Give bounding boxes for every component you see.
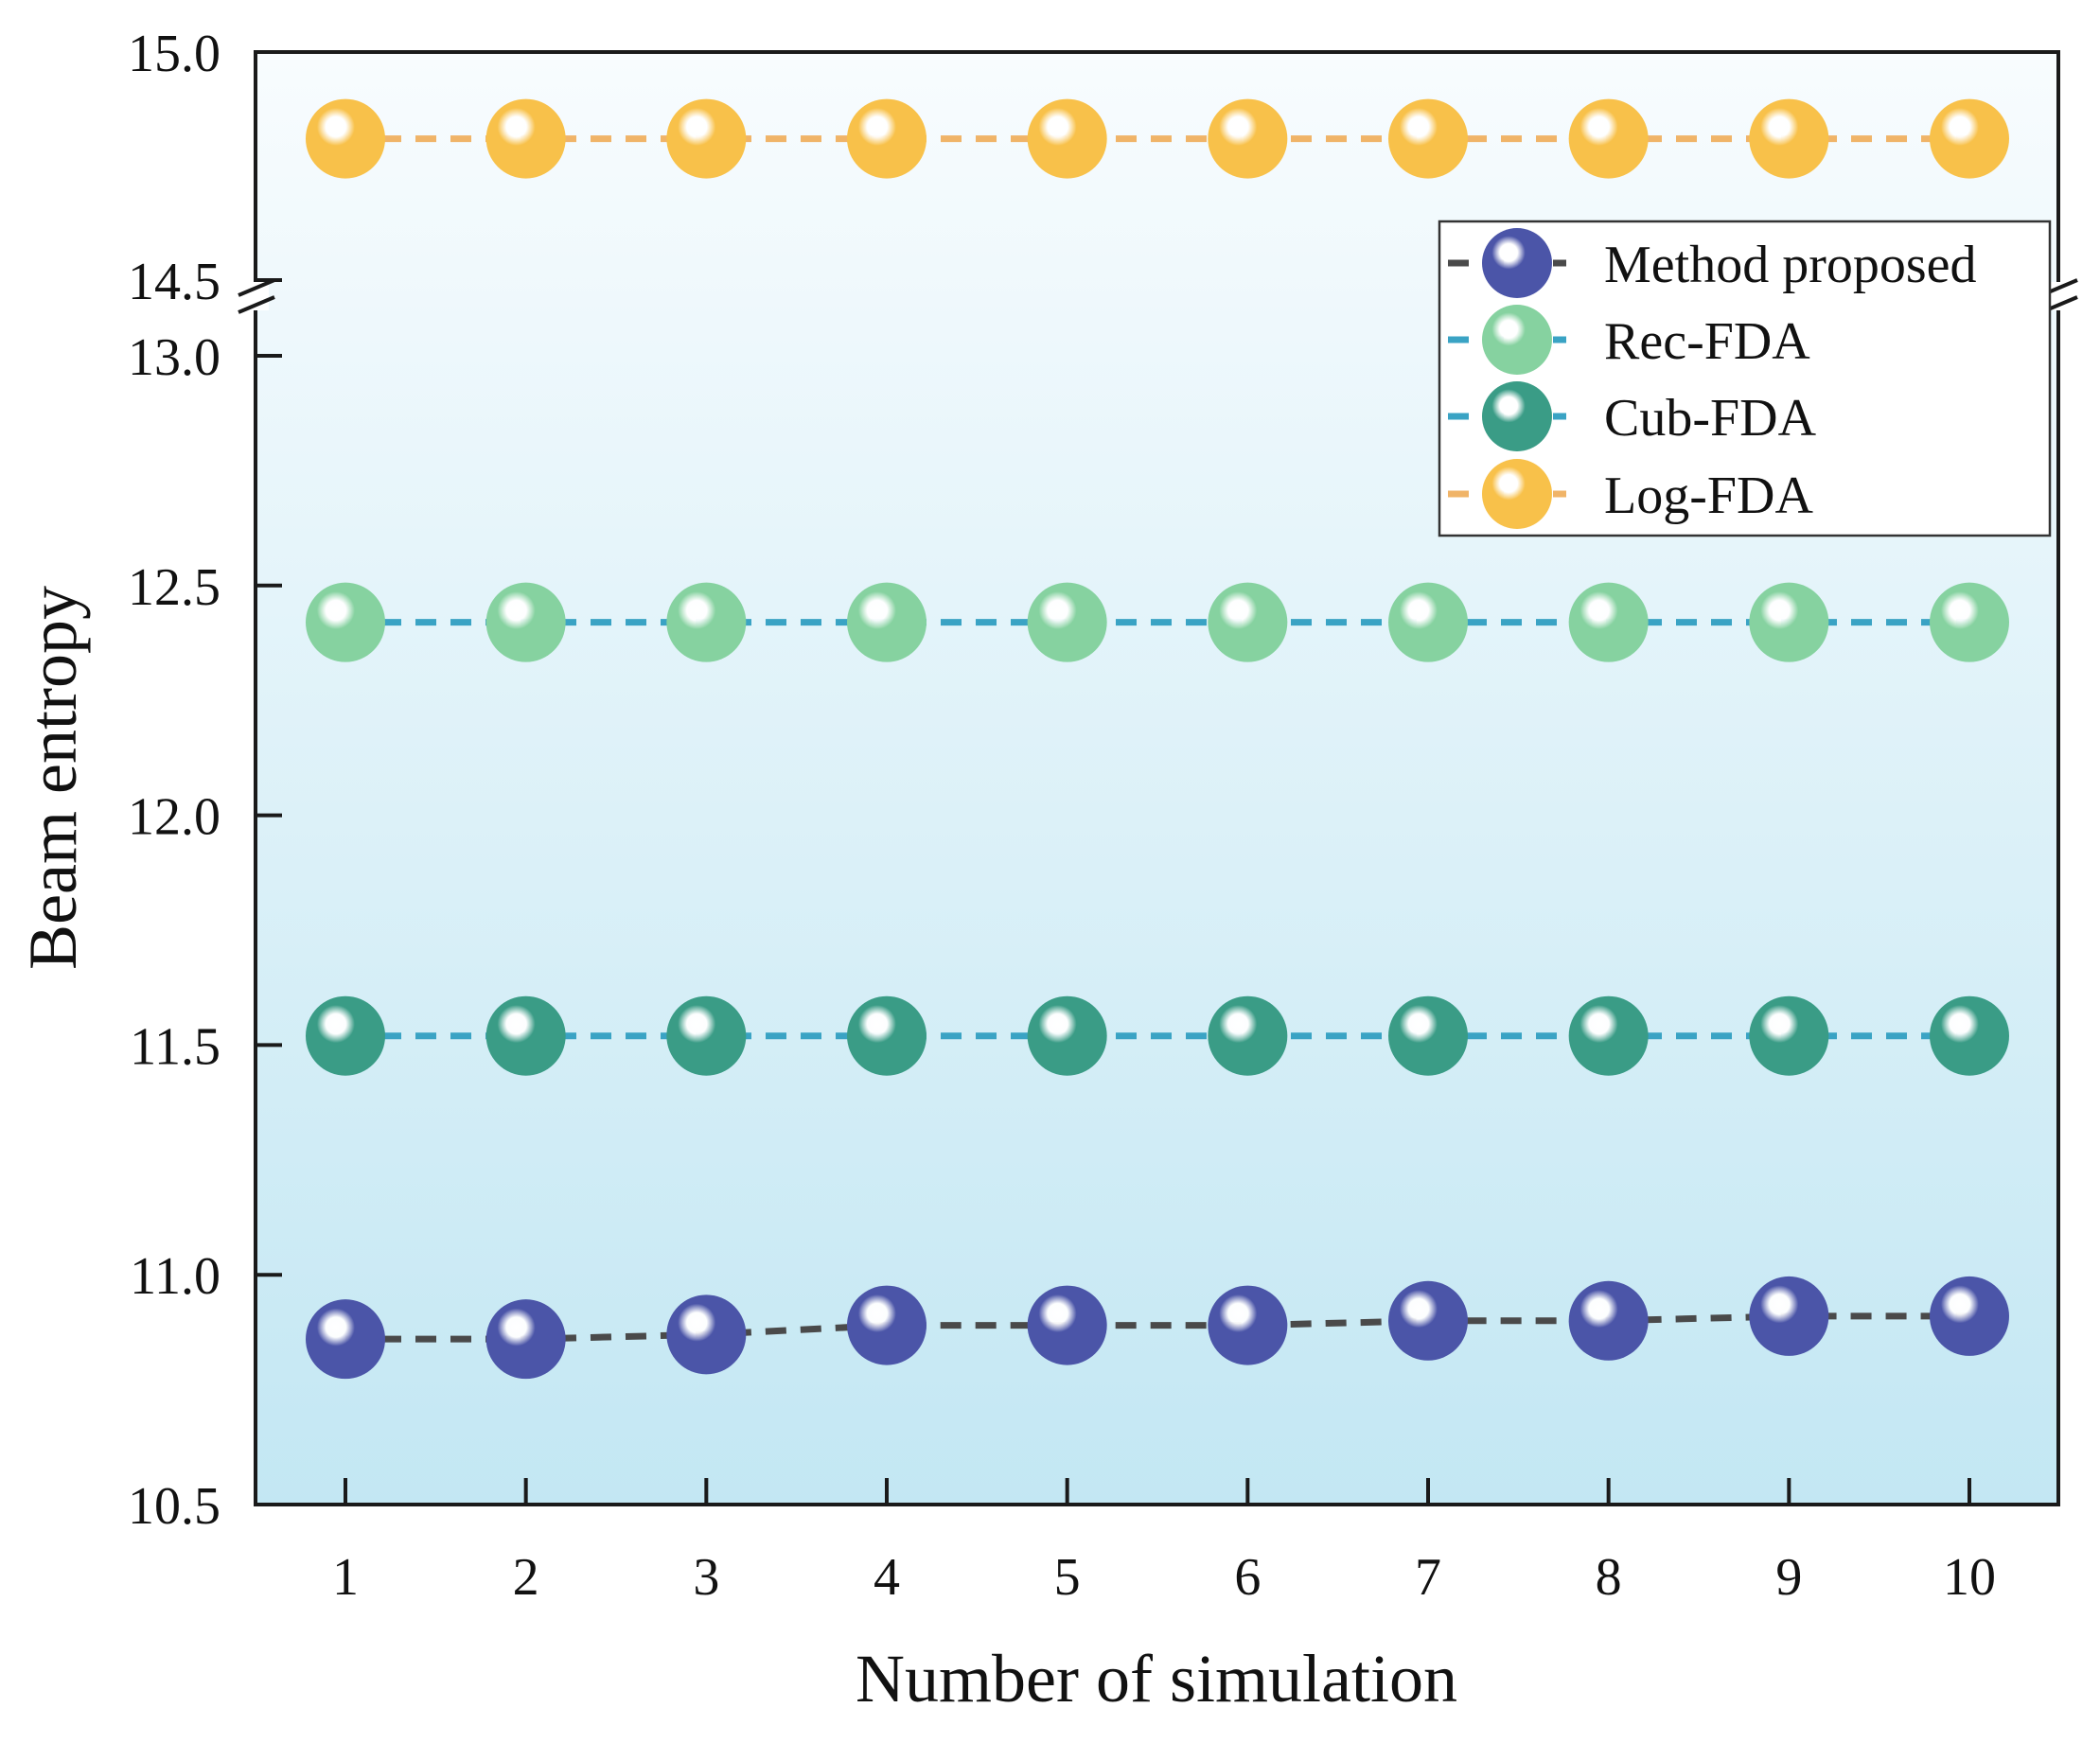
data-point [1930,995,2009,1076]
legend-marker [1482,305,1552,375]
data-point [1027,995,1107,1076]
data-point [1749,995,1829,1076]
data-point [1568,98,1649,179]
y-tick-label: 12.0 [128,788,221,847]
legend-label: Cub-FDA [1604,389,1817,448]
data-point [485,1299,566,1380]
data-point [1930,98,2009,179]
data-point [847,582,926,662]
y-axis-title: Beam entropy [15,586,91,970]
data-point [1749,1276,1829,1356]
data-point [1568,582,1649,662]
data-point [847,995,926,1076]
y-tick-label: 11.0 [130,1247,221,1306]
x-tick-label: 3 [693,1548,719,1607]
data-point [1749,98,1829,179]
data-point [666,1294,747,1375]
y-tick-label: 13.0 [128,328,221,387]
legend-marker [1482,381,1552,451]
data-point [306,98,385,179]
series-points [306,98,2009,1380]
x-tick-label: 6 [1234,1548,1261,1607]
y-tick-label: 14.5 [128,253,221,311]
series-lines [345,135,1969,1343]
legend-marker [1482,459,1552,529]
y-tick-label: 11.5 [130,1017,221,1076]
plot-frame [254,50,2060,1506]
x-tick-label: 1 [332,1548,359,1607]
tick-labels: 1 2 3 4 5 6 7 8 9 10 10.5 11.0 11.5 12.0 12.5 13.0 14.5 1… [128,25,1996,1607]
data-point [1568,995,1649,1076]
data-point [1027,98,1107,179]
data-point [1388,582,1468,662]
series-line-1 [345,1312,1969,1343]
x-axis-title: Number of simulation [856,1641,1457,1717]
x-tick-label: 10 [1943,1548,1996,1607]
data-point [306,582,385,662]
data-point [1027,582,1107,662]
legend-label: Method proposed [1604,236,1977,294]
legend-marker [1482,228,1552,298]
data-point [485,995,566,1076]
legend-label: Log-FDA [1604,467,1813,525]
legend: Method proposed Rec-FDA Cub-FDA Log-FDA [1438,220,2052,537]
data-point [847,1285,926,1365]
x-tick-label: 5 [1054,1548,1081,1607]
data-point [666,995,747,1076]
data-point [485,582,566,662]
data-point [1930,1276,2009,1356]
data-point [485,98,566,179]
data-point [1388,98,1468,179]
data-point [1208,1285,1288,1365]
y-tick-label: 15.0 [128,25,221,83]
data-point [1208,995,1288,1076]
y-tick-label: 10.5 [128,1477,221,1536]
data-point [1749,582,1829,662]
data-point [1930,582,2009,662]
data-point [666,582,747,662]
data-point [1388,995,1468,1076]
x-tick-label: 4 [874,1548,900,1607]
legend-label: Rec-FDA [1604,312,1810,371]
x-tick-label: 2 [513,1548,539,1607]
data-point [1208,98,1288,179]
y-tick-label: 12.5 [128,558,221,617]
x-tick-label: 8 [1596,1548,1622,1607]
x-tick-label: 7 [1415,1548,1441,1607]
data-point [306,1299,385,1380]
data-point [1388,1280,1468,1361]
data-point [306,995,385,1076]
data-point [1027,1285,1107,1365]
data-point [1568,1280,1649,1361]
data-point [847,98,926,179]
data-point [666,98,747,179]
data-point [1208,582,1288,662]
x-tick-label: 9 [1775,1548,1802,1607]
